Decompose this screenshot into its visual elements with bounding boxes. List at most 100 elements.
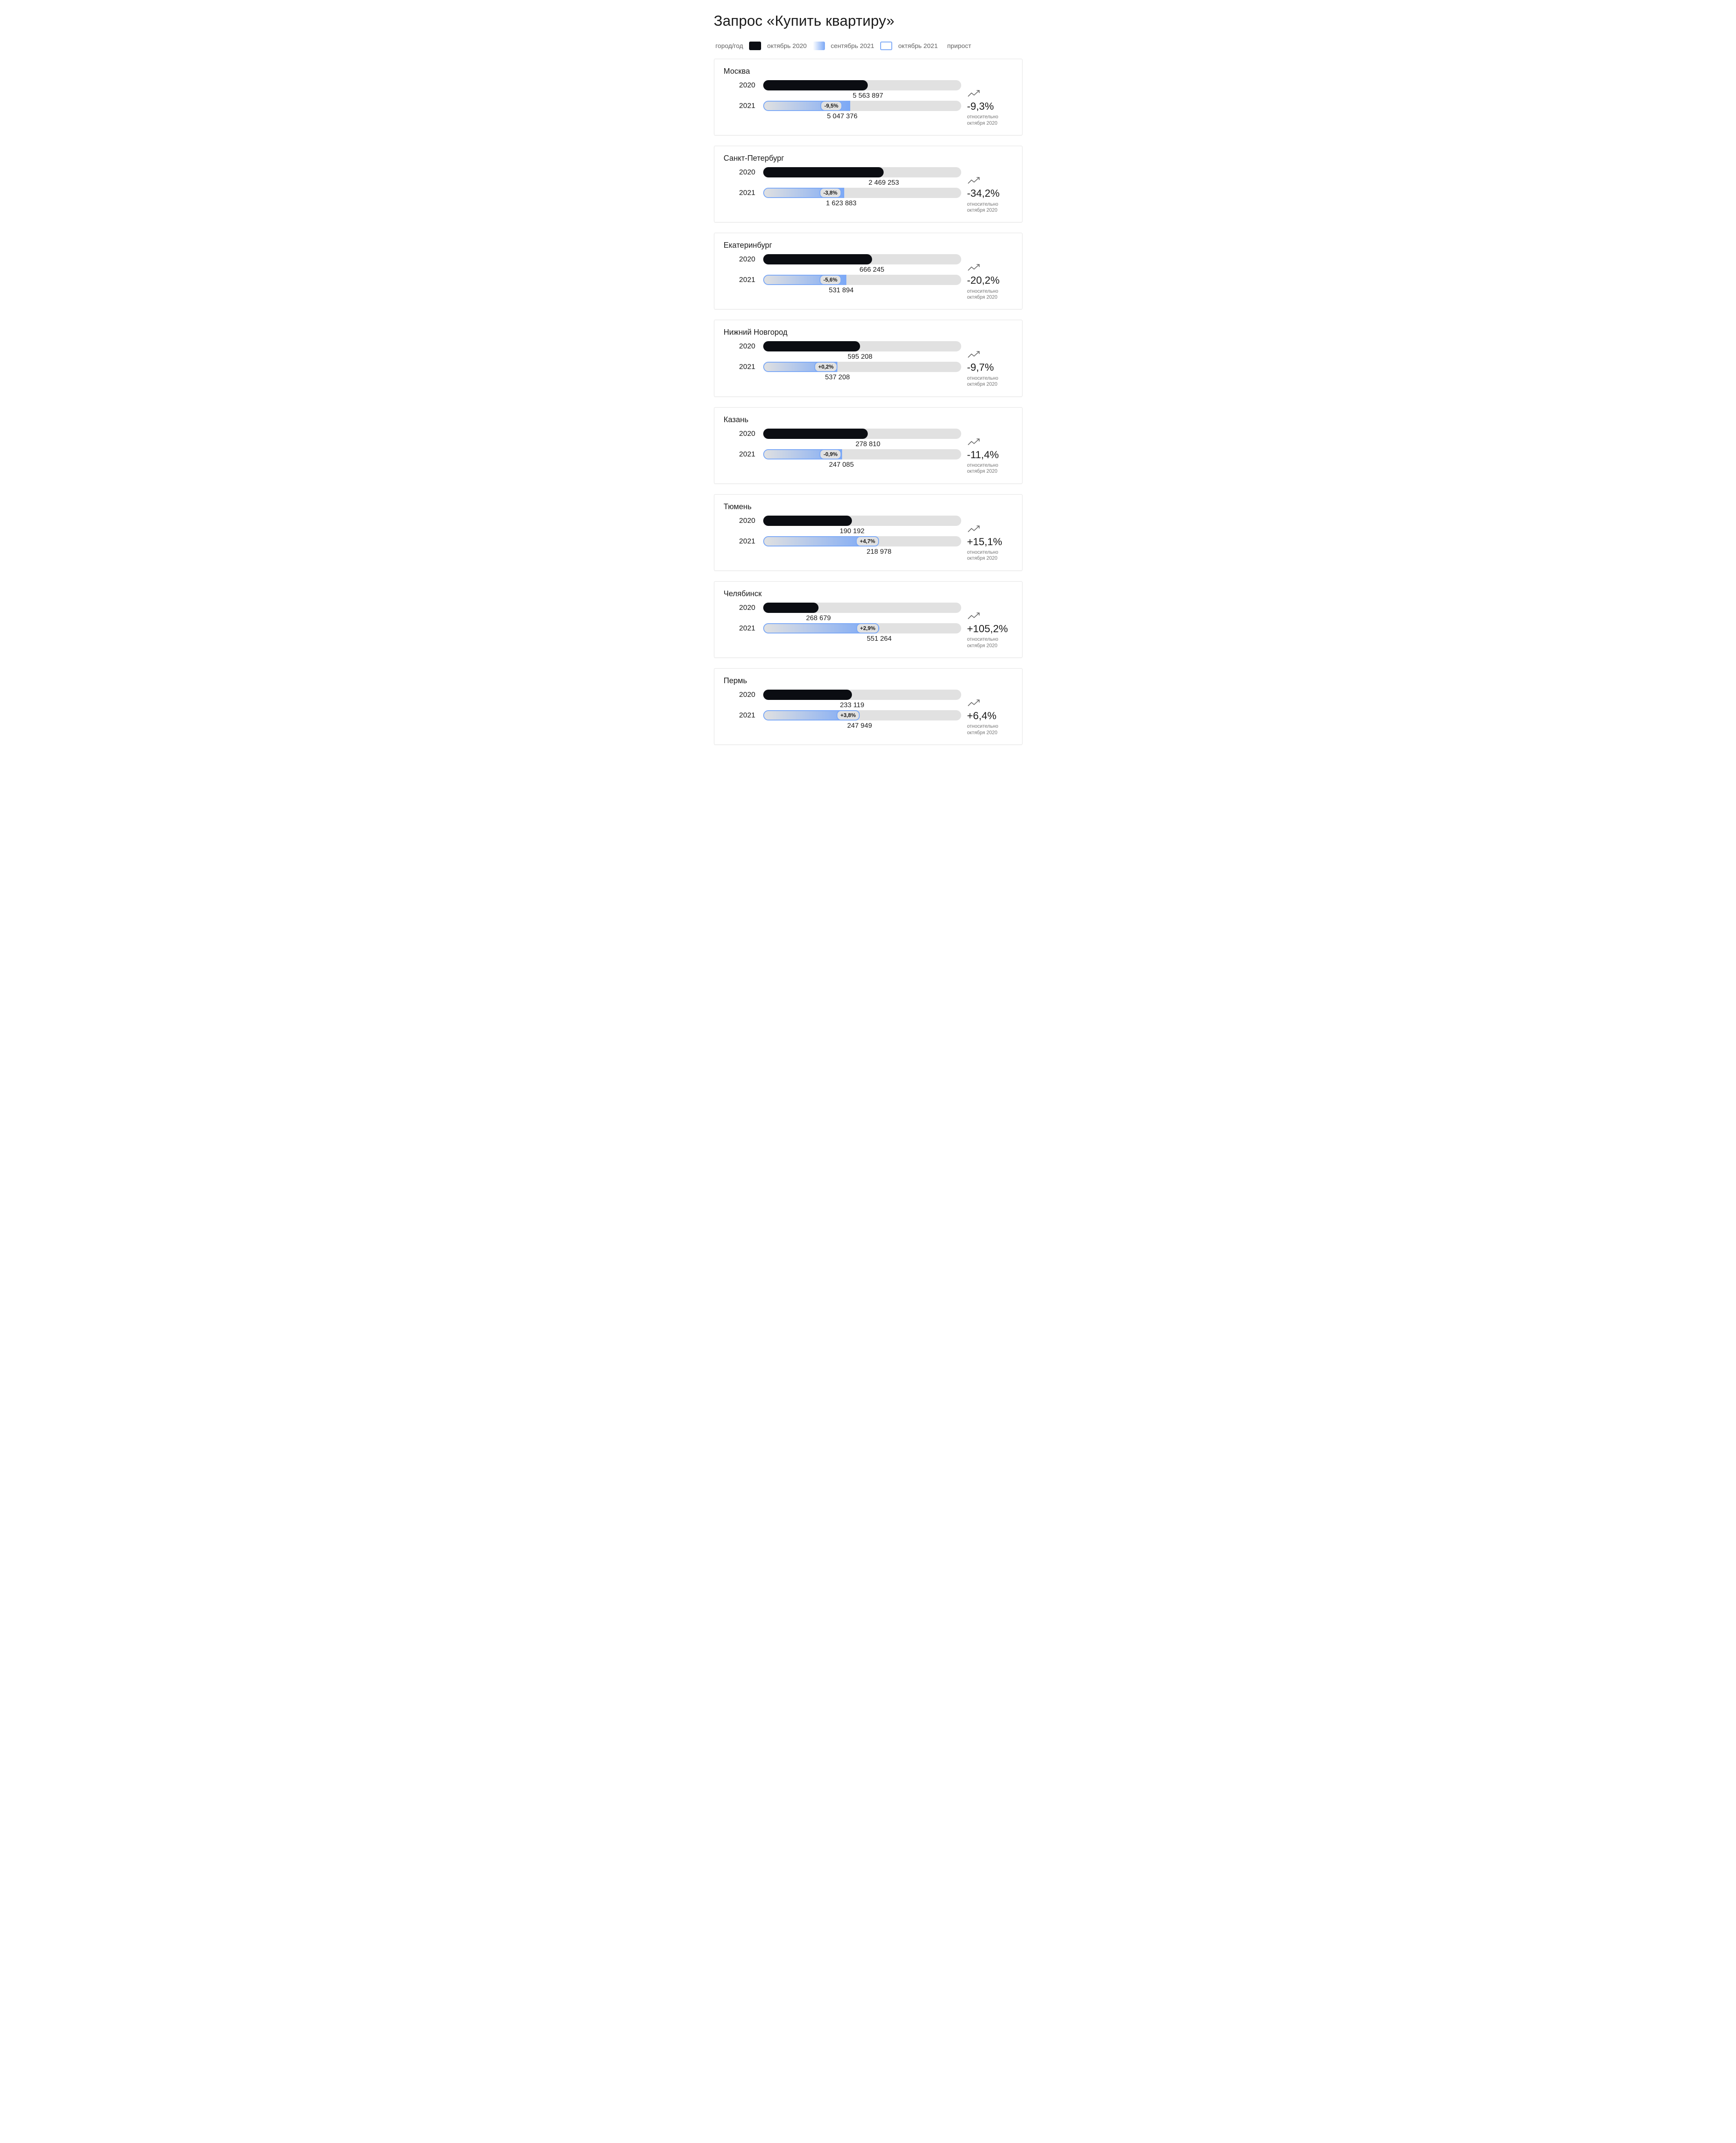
trend-up-icon (967, 699, 982, 708)
value-2020: 190 192 (840, 528, 864, 535)
bar-track-2021: +0,2% (763, 362, 961, 372)
growth-note: относительнооктября 2020 (967, 288, 1013, 301)
bar-fill-2020 (763, 80, 868, 90)
city-name: Челябинск (724, 589, 1013, 598)
city-card: Санкт-Петербург20202 469 2532021-3,8%1 6… (714, 146, 1022, 222)
value-2020-row: 595 208 (763, 353, 961, 362)
growth-note: относительнооктября 2020 (967, 114, 1013, 126)
value-2021: 247 085 (829, 461, 854, 469)
legend-label-sep2021: сентябрь 2021 (831, 42, 874, 50)
value-2021: 537 208 (825, 374, 850, 381)
growth-note: относительнооктября 2020 (967, 723, 1013, 736)
legend-growth-label: прирост (947, 42, 971, 50)
page-title: Запрос «Купить квартиру» (714, 13, 1022, 30)
bar-fill-2020 (763, 690, 852, 700)
trend-up-icon (967, 438, 982, 447)
value-2021-row: 537 208 (763, 374, 961, 382)
city-name: Нижний Новгород (724, 328, 1013, 337)
mom-delta-badge: -3,8% (819, 188, 841, 198)
trend-up-icon (967, 612, 982, 621)
value-2020-row: 278 810 (763, 441, 961, 449)
value-2021-row: 531 894 (763, 287, 961, 295)
year-label-2020: 2020 (724, 168, 763, 177)
mom-delta-badge: +2,9% (856, 623, 879, 633)
bar-track-2021: -9,5% (763, 101, 961, 111)
year-label-2020: 2020 (724, 603, 763, 612)
trend-up-icon (967, 90, 982, 98)
value-2021: 531 894 (829, 287, 854, 294)
city-name: Москва (724, 67, 1013, 76)
bar-track-2021: +2,9% (763, 623, 961, 633)
year-label-2021: 2021 (724, 363, 763, 371)
city-name: Екатеринбург (724, 241, 1013, 250)
legend: город/год октябрь 2020 сентябрь 2021 окт… (714, 42, 1022, 50)
trend-icon-wrap (967, 177, 1013, 187)
bar-track-2021: -3,8% (763, 188, 961, 198)
growth-note: относительнооктября 2020 (967, 549, 1013, 562)
trend-icon-wrap (967, 90, 1013, 100)
bar-track-2020 (763, 341, 961, 351)
yoy-growth: +105,2% (967, 624, 1013, 635)
year-label-2021: 2021 (724, 276, 763, 284)
bar-fill-2020 (763, 516, 852, 526)
bar-fill-2020 (763, 254, 872, 264)
mom-delta-badge: +4,7% (856, 536, 879, 546)
city-name: Казань (724, 415, 1013, 424)
yoy-growth: -34,2% (967, 188, 1013, 199)
value-2021: 1 623 883 (826, 200, 856, 207)
year-label-2020: 2020 (724, 690, 763, 699)
trend-up-icon (967, 525, 982, 534)
value-2020-row: 233 119 (763, 702, 961, 710)
yoy-growth: -9,3% (967, 101, 1013, 112)
legend-swatch-oct2021 (880, 42, 892, 50)
year-label-2021: 2021 (724, 711, 763, 720)
bar-track-2020 (763, 603, 961, 613)
bar-track-2020 (763, 690, 961, 700)
trend-icon-wrap (967, 525, 1013, 536)
bar-track-2020 (763, 254, 961, 264)
city-card: Тюмень2020190 1922021+4,7%218 978+15,1%о… (714, 494, 1022, 571)
legend-label-oct2020: октябрь 2020 (767, 42, 807, 50)
cards-container: Москва 2020 5 563 897 2021 -9,5% 5 047 376 -9,… (714, 59, 1022, 745)
growth-note: относительнооктября 2020 (967, 201, 1013, 214)
value-2020: 268 679 (806, 615, 831, 622)
value-2020: 233 119 (840, 702, 864, 709)
mom-delta-badge: -9,5% (821, 101, 843, 111)
trend-up-icon (967, 351, 982, 359)
value-2020-row: 190 192 (763, 528, 961, 536)
city-name: Пермь (724, 676, 1013, 685)
year-label-2020: 2020 (724, 342, 763, 351)
bar-track-2020 (763, 516, 961, 526)
value-2020-row: 5 563 897 (763, 92, 961, 101)
legend-label-oct2021: октябрь 2021 (898, 42, 938, 50)
year-label-2020: 2020 (724, 255, 763, 264)
year-label-2020: 2020 (724, 429, 763, 438)
trend-icon-wrap (967, 612, 1013, 623)
yoy-growth: -20,2% (967, 275, 1013, 286)
bar-track-2021: -0,9% (763, 449, 961, 459)
value-2020: 5 563 897 (853, 92, 883, 100)
value-2020-row: 2 469 253 (763, 179, 961, 188)
year-label-2021: 2021 (724, 189, 763, 197)
year-label-2020: 2020 (724, 81, 763, 90)
legend-axis-label: город/год (716, 42, 744, 50)
city-card: Москва20205 563 8972021-9,5%5 047 376-9,… (714, 59, 1022, 135)
bar-track-2021: -5,6% (763, 275, 961, 285)
growth-note: относительнооктября 2020 (967, 462, 1013, 475)
bar-fill-2020 (763, 603, 819, 613)
value-2020: 2 469 253 (869, 179, 899, 187)
value-2021-row: 1 623 883 (763, 200, 961, 208)
trend-icon-wrap (967, 351, 1013, 361)
city-card: Пермь2020233 1192021+3,8%247 949+6,4%отн… (714, 668, 1022, 745)
value-2021-row: 5 047 376 (763, 113, 961, 121)
bar-fill-2020 (763, 429, 868, 439)
bar-track-2020 (763, 167, 961, 177)
growth-note: относительнооктября 2020 (967, 375, 1013, 388)
yoy-growth: +15,1% (967, 537, 1013, 548)
trend-icon-wrap (967, 438, 1013, 449)
value-2021: 551 264 (867, 635, 892, 643)
bar-track-2020 (763, 429, 961, 439)
value-2021: 5 047 376 (827, 113, 858, 120)
value-2020-row: 268 679 (763, 615, 961, 623)
value-2021-row: 218 978 (763, 548, 961, 557)
